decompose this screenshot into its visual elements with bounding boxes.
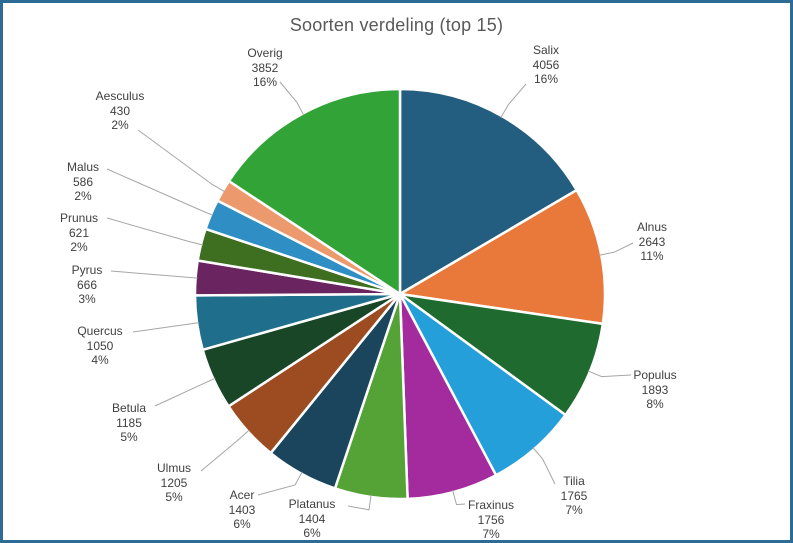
slice-label-percent: 16% — [252, 75, 278, 89]
slice-label-percent: 5% — [165, 490, 183, 504]
leader-line-populus — [587, 370, 632, 378]
slice-label-name: Platanus — [288, 497, 336, 511]
leader-line-overig — [279, 81, 305, 116]
slice-label-value: 1403 — [228, 502, 256, 517]
slice-label-fraxinus: Fraxinus 1756 7% — [467, 498, 515, 541]
slice-label-name: Salix — [532, 43, 560, 57]
slice-label-prunus: Prunus 621 2% — [60, 211, 98, 255]
leader-line-pyrus — [110, 270, 198, 279]
leader-line-aesculus — [137, 129, 225, 193]
slice-label-pyrus: Pyrus 666 3% — [72, 263, 103, 307]
slice-label-platanus: Platanus 1404 6% — [288, 497, 336, 540]
slice-label-name: Quercus — [77, 324, 123, 338]
slice-label-tilia: Tilia 1765 7% — [561, 474, 588, 518]
slice-label-percent: 7% — [482, 527, 500, 541]
slice-label-value: 1205 — [160, 475, 188, 490]
slice-label-overig: Overig 3852 16% — [247, 46, 282, 90]
slice-label-alnus: Alnus 2643 11% — [637, 220, 667, 264]
slice-label-value: 3852 — [251, 60, 279, 75]
leader-line-alnus — [599, 242, 634, 256]
leader-line-salix — [500, 83, 527, 119]
slice-label-name: Overig — [247, 46, 283, 60]
slice-label-name: Pyrus — [71, 263, 103, 277]
slice-label-value: 1404 — [298, 511, 326, 526]
slice-label-value: 430 — [109, 103, 131, 118]
slice-label-value: 586 — [72, 174, 94, 189]
slice-label-salix: Salix 4056 16% — [533, 43, 560, 87]
slice-label-name: Prunus — [59, 211, 99, 225]
slice-label-ulmus: Ulmus 1205 5% — [157, 461, 191, 505]
slice-label-value: 4056 — [532, 57, 560, 72]
leader-line-tilia — [532, 447, 556, 485]
leader-line-quercus — [132, 322, 200, 333]
slice-label-malus: Malus 586 2% — [67, 160, 99, 204]
slice-label-value: 1185 — [116, 415, 142, 430]
slice-label-name: Tilia — [563, 474, 585, 488]
slice-label-name: Populus — [633, 368, 677, 382]
slice-label-name: Betula — [111, 401, 147, 415]
slice-label-percent: 7% — [565, 503, 583, 517]
slice-label-acer: Acer 1403 6% — [229, 488, 256, 532]
slice-label-percent: 2% — [70, 240, 88, 254]
slice-label-percent: 6% — [303, 526, 321, 540]
slice-label-value: 1050 — [86, 338, 114, 353]
slice-label-percent: 3% — [78, 292, 96, 306]
slice-label-quercus: Quercus 1050 4% — [77, 324, 122, 368]
slice-label-percent: 5% — [120, 430, 138, 444]
slice-label-percent: 2% — [74, 189, 92, 203]
slice-label-percent: 11% — [640, 249, 664, 263]
slice-label-name: Fraxinus — [467, 498, 515, 512]
leader-line-malus — [106, 168, 214, 216]
slice-label-populus: Populus 1893 8% — [633, 368, 676, 412]
slice-label-name: Alnus — [636, 220, 668, 234]
leader-line-acer — [257, 471, 303, 496]
slice-label-percent: 2% — [111, 118, 129, 132]
slice-label-betula: Betula 1185 5% — [112, 401, 146, 445]
leader-line-betula — [154, 377, 216, 407]
slice-label-percent: 16% — [533, 72, 559, 86]
slice-label-value: 1765 — [560, 488, 588, 503]
slice-label-aesculus: Aesculus 430 2% — [96, 89, 145, 133]
slice-label-percent: 6% — [233, 517, 251, 531]
slice-label-value: 1893 — [641, 382, 669, 397]
slice-label-value: 1756 — [477, 512, 505, 527]
chart-title: Soorten verdeling (top 15) — [289, 15, 504, 35]
slice-label-value: 666 — [76, 277, 98, 292]
slice-label-percent: 8% — [646, 397, 664, 411]
slice-label-value: 621 — [68, 225, 90, 240]
pie-chart — [106, 81, 634, 511]
slice-label-name: Acer — [229, 488, 255, 502]
slice-label-name: Ulmus — [156, 461, 192, 475]
leader-line-fraxinus — [452, 489, 466, 506]
leader-line-platanus — [347, 494, 372, 511]
leader-line-prunus — [106, 217, 204, 246]
leader-line-ulmus — [200, 429, 250, 472]
slice-label-name: Aesculus — [95, 89, 145, 103]
slice-label-percent: 4% — [91, 353, 109, 367]
slice-label-value: 2643 — [638, 234, 666, 249]
slice-label-name: Malus — [66, 160, 100, 174]
